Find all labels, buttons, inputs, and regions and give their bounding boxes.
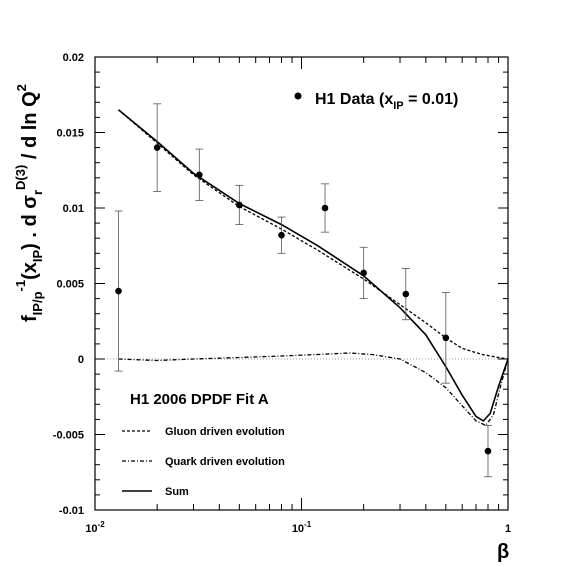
legend-gluon-label: Gluon driven evolution xyxy=(165,426,285,438)
data-legend-marker xyxy=(294,92,302,100)
data-points xyxy=(114,103,492,478)
data-point xyxy=(115,287,122,295)
data-point xyxy=(278,231,285,239)
y-tick-label: -0.01 xyxy=(59,505,84,517)
sum-curve xyxy=(117,109,509,422)
data-point xyxy=(321,204,329,212)
legend-quark-label: Quark driven evolution xyxy=(165,456,285,468)
x-tick-label: 10-2 xyxy=(85,520,105,535)
y-axis-ticks: -0.01 -0.005 0 0.005 0.01 0.015 0.02 xyxy=(53,52,508,517)
y-axis-label: fIP/p-1(xIP) . d σrD(3) / d ln Q2 xyxy=(13,84,45,322)
y-tick-label: 0.015 xyxy=(56,128,84,140)
y-tick-label: 0.02 xyxy=(63,52,84,64)
y-tick-label: 0.005 xyxy=(56,279,84,291)
data-point xyxy=(402,290,410,298)
data-point xyxy=(196,171,203,179)
y-tick-label: 0 xyxy=(78,354,84,366)
x-axis-ticks: 10-2 10-1 1 xyxy=(85,57,511,535)
x-axis-label: β xyxy=(497,541,509,563)
data-legend-text: H1 Data (xIP = 0.01) xyxy=(315,91,458,112)
data-point xyxy=(442,334,450,342)
data-point xyxy=(360,269,367,277)
legend-sum-label: Sum xyxy=(165,486,189,498)
y-tick-label: 0.01 xyxy=(63,203,84,215)
data-point xyxy=(153,144,161,151)
x-tick-label: 10-1 xyxy=(292,520,312,535)
fit-label: H1 2006 DPDF Fit A xyxy=(130,391,269,408)
y-tick-label: -0.005 xyxy=(53,430,84,442)
gluon-curve xyxy=(118,109,509,360)
data-point xyxy=(484,447,492,455)
data-point xyxy=(236,201,243,209)
x-tick-label: 1 xyxy=(505,523,511,535)
quark-curve xyxy=(118,352,509,427)
